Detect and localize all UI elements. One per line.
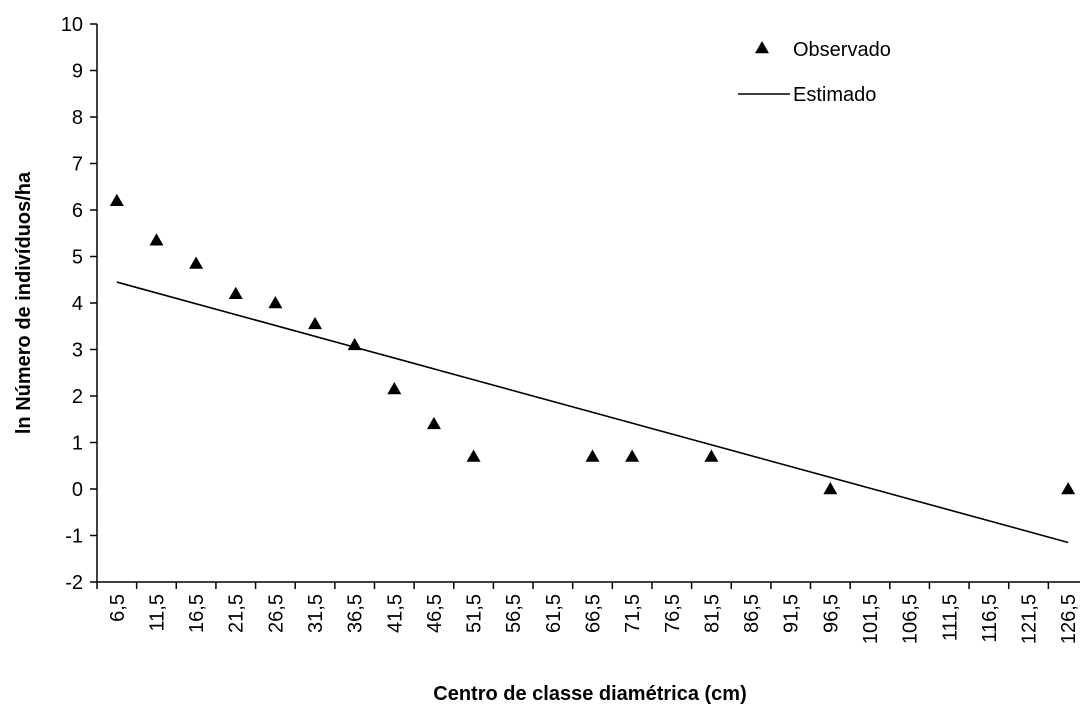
y-tick-label: 10 xyxy=(61,14,83,36)
x-tick-label: 86,5 xyxy=(741,594,763,633)
x-tick-label: 91,5 xyxy=(781,594,803,633)
y-tick-label: 3 xyxy=(72,340,83,362)
x-tick-label: 116,5 xyxy=(979,594,1001,643)
x-tick-label: 126,5 xyxy=(1058,594,1080,644)
observado-point xyxy=(228,286,243,299)
x-tick-label: 96,5 xyxy=(820,594,842,633)
x-tick-label: 121,5 xyxy=(1019,594,1041,644)
legend-label-observado: Observado xyxy=(793,39,891,61)
x-tick-label: 106,5 xyxy=(900,594,922,644)
y-tick-label: 8 xyxy=(72,107,83,129)
y-tick-label: 9 xyxy=(72,61,83,83)
observado-point xyxy=(387,382,402,395)
x-tick-label: 101,5 xyxy=(860,594,882,644)
x-tick-label: 51,5 xyxy=(464,594,486,633)
observado-point xyxy=(823,482,838,495)
x-tick-label: 61,5 xyxy=(543,594,565,633)
observado-point xyxy=(347,337,362,351)
x-tick-label: 66,5 xyxy=(583,594,605,633)
y-tick-label: 0 xyxy=(72,479,83,501)
y-tick-label: -2 xyxy=(65,572,83,594)
observado-point xyxy=(109,193,124,206)
observado-point xyxy=(268,296,283,309)
observado-point xyxy=(585,449,600,462)
x-tick-label: 31,5 xyxy=(305,594,327,633)
estimado-line xyxy=(116,281,1069,544)
x-tick-label: 26,5 xyxy=(265,594,287,633)
y-tick-label: -1 xyxy=(65,526,83,548)
x-tick-label: 76,5 xyxy=(662,594,684,633)
y-tick-label: 4 xyxy=(72,293,83,315)
axes xyxy=(96,24,1080,583)
x-tick-label: 6,5 xyxy=(107,594,129,622)
series-observado xyxy=(109,193,1076,495)
observado-point xyxy=(308,316,323,330)
x-tick-label: 56,5 xyxy=(503,594,525,633)
x-tick-label: 111,5 xyxy=(939,594,961,641)
x-axis-ticks: 6,5 11,5 16,5 21,5 26,5 31,5 36,5 41,5 46,5 51,5 5… xyxy=(96,582,1080,644)
y-tick-label: 1 xyxy=(72,433,83,455)
y-tick-label: 7 xyxy=(72,154,83,176)
y-tick-label: 2 xyxy=(72,386,83,408)
x-tick-label: 41,5 xyxy=(384,594,406,633)
x-tick-label: 46,5 xyxy=(424,594,446,633)
x-tick-label: 36,5 xyxy=(345,594,367,633)
x-axis-title: Centro de classe diamétrica (cm) xyxy=(433,683,746,705)
observado-point xyxy=(189,256,204,269)
observado-point xyxy=(426,416,441,430)
y-axis-title: ln Número de indivíduos/ha xyxy=(13,171,35,434)
legend: Observado Estimado xyxy=(738,39,891,106)
x-tick-label: 11,5 xyxy=(146,594,168,631)
y-tick-label: 6 xyxy=(72,200,83,222)
observado-point xyxy=(625,449,640,462)
legend-marker-observado xyxy=(755,41,769,54)
observado-point xyxy=(466,449,481,462)
observado-point xyxy=(149,233,164,246)
y-tick-label: 5 xyxy=(72,247,83,269)
observado-point xyxy=(1061,482,1076,495)
series-estimado xyxy=(116,281,1069,544)
x-tick-label: 21,5 xyxy=(226,594,248,633)
observado-point xyxy=(704,449,719,462)
x-tick-label: 81,5 xyxy=(701,594,723,633)
x-tick-label: 16,5 xyxy=(186,594,208,633)
legend-label-estimado: Estimado xyxy=(793,84,876,106)
x-tick-label: 71,5 xyxy=(622,594,644,633)
